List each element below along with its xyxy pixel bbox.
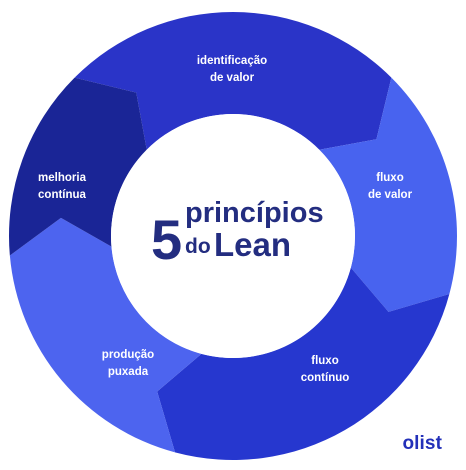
segment-label-fluxo-continuo-line2: contínuo bbox=[301, 372, 350, 384]
segment-4 bbox=[9, 217, 202, 453]
segment-label-identificacao-line2: de valor bbox=[210, 72, 255, 84]
segment-label-melhoria-line1: melhoria bbox=[38, 172, 87, 184]
title-line1: princípios bbox=[185, 197, 324, 229]
center-title: 5 princípios do Lean bbox=[151, 197, 324, 271]
segment-5 bbox=[8, 77, 147, 256]
center-disc bbox=[111, 114, 355, 358]
cycle-segments bbox=[8, 12, 458, 461]
segment-label-fluxo-valor-line1: fluxo bbox=[376, 172, 403, 184]
segment-2 bbox=[319, 77, 458, 312]
segment-3 bbox=[157, 267, 450, 461]
segment-label-melhoria-line2: contínua bbox=[38, 189, 87, 201]
title-lean: Lean bbox=[214, 226, 291, 263]
segment-label-producao-line2: puxada bbox=[108, 366, 149, 378]
segment-label-producao-line1: produção bbox=[102, 349, 154, 361]
segment-label-identificacao-line1: identificação bbox=[197, 55, 267, 67]
olist-logo: olist bbox=[402, 433, 442, 454]
segment-label-fluxo-continuo-line1: fluxo bbox=[311, 355, 338, 367]
title-number: 5 bbox=[151, 208, 182, 271]
title-do: do bbox=[185, 235, 211, 258]
segment-1 bbox=[74, 12, 392, 150]
segment-labels: identificação de valor fluxo de valor fl… bbox=[38, 55, 413, 384]
segment-label-fluxo-valor-line2: de valor bbox=[368, 189, 413, 201]
